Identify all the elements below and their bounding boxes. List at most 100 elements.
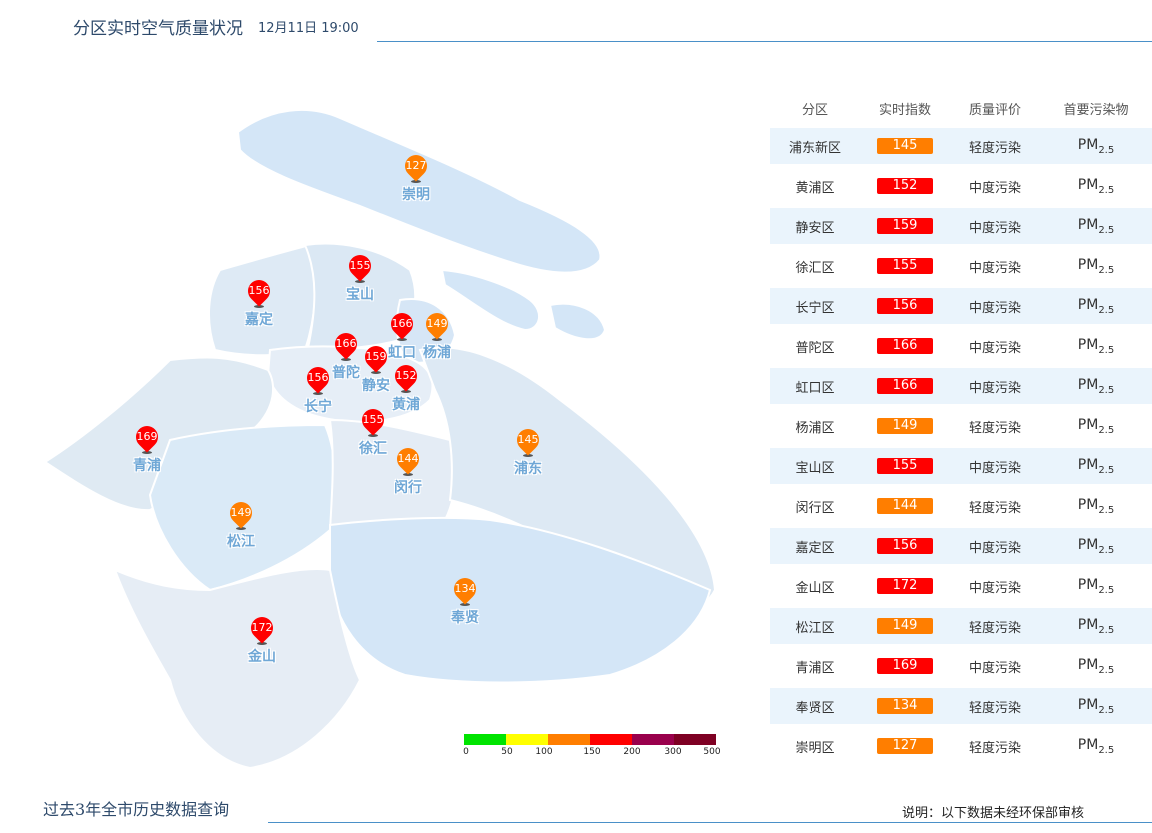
marker-label: 虹口	[388, 345, 416, 361]
table-header: 分区 实时指数 质量评价 首要污染物	[770, 88, 1152, 128]
aqi-badge: 166	[877, 338, 933, 354]
table-row: 松江区 149 轻度污染 PM2.5	[770, 608, 1152, 644]
table-row: 金山区 172 中度污染 PM2.5	[770, 568, 1152, 604]
cell-level: 中度污染	[968, 380, 1021, 396]
marker-label: 崇明	[402, 187, 430, 203]
map-pin-icon: 144	[392, 443, 424, 475]
map-marker[interactable]: 152 黄浦	[383, 360, 429, 414]
map-marker[interactable]: 145 浦东	[505, 424, 551, 478]
map-pin-icon: 145	[512, 424, 544, 456]
cell-pollutant: PM2.5	[1077, 336, 1114, 356]
marker-label: 静安	[362, 378, 390, 394]
cell-pollutant-wrap: PM2.5	[1040, 537, 1152, 556]
col-pollutant: 首要污染物	[1063, 102, 1129, 118]
marker-label: 长宁	[304, 399, 332, 415]
cell-level: 轻度污染	[968, 420, 1021, 436]
marker-label: 嘉定	[245, 312, 273, 328]
map-marker[interactable]: 155 宝山	[337, 250, 383, 304]
map-marker[interactable]: 166 虹口	[379, 308, 425, 362]
cell-district: 嘉定区	[795, 540, 835, 556]
map-marker[interactable]: 144 闵行	[385, 443, 431, 497]
cell-level: 中度污染	[968, 220, 1021, 236]
pollutant-main: PM	[1077, 376, 1099, 393]
aqi-badge: 172	[877, 578, 933, 594]
map-marker[interactable]: 155 徐汇	[350, 404, 396, 458]
region-jinshan	[113, 568, 362, 770]
map-marker[interactable]: 127 崇明	[393, 150, 439, 204]
table-row: 杨浦区 149 轻度污染 PM2.5	[770, 408, 1152, 444]
pollutant-main: PM	[1077, 696, 1099, 713]
table-row: 青浦区 169 中度污染 PM2.5	[770, 648, 1152, 684]
history-link[interactable]: 过去3年全市历史数据查询	[43, 800, 230, 819]
footer-bar	[25, 786, 1152, 823]
map-pin-icon: 134	[449, 573, 481, 605]
pollutant-sub: 2.5	[1098, 504, 1115, 516]
legend-swatch	[590, 734, 632, 745]
marker-label: 奉贤	[451, 610, 479, 626]
pollutant-sub: 2.5	[1098, 184, 1115, 196]
aqi-badge: 155	[877, 458, 933, 474]
marker-value: 149	[230, 506, 252, 519]
cell-aqi-wrap: 166	[860, 338, 950, 354]
marker-label: 宝山	[346, 287, 374, 303]
marker-value: 172	[251, 621, 273, 634]
pollutant-sub: 2.5	[1098, 584, 1115, 596]
table-row: 浦东新区 145 轻度污染 PM2.5	[770, 128, 1152, 164]
cell-pollutant-wrap: PM2.5	[1040, 697, 1152, 716]
cell-level: 轻度污染	[968, 620, 1021, 636]
pollutant-main: PM	[1077, 416, 1099, 433]
cell-aqi-wrap: 156	[860, 538, 950, 554]
cell-pollutant: PM2.5	[1077, 256, 1115, 276]
cell-aqi-wrap: 127	[860, 738, 950, 754]
marker-value: 134	[454, 582, 476, 595]
pollutant-main: PM	[1077, 336, 1099, 353]
map-marker[interactable]: 159 静安	[353, 341, 399, 395]
map-marker[interactable]: 156 嘉定	[236, 275, 282, 329]
marker-label: 金山	[248, 649, 276, 665]
map-marker[interactable]: 172 金山	[239, 612, 285, 666]
cell-pollutant: PM2.5	[1078, 177, 1115, 196]
region-chongming	[236, 108, 602, 274]
cell-pollutant: PM2.5	[1078, 737, 1114, 756]
marker-label: 松江	[227, 534, 255, 550]
cell-pollutant-wrap: PM2.5	[1040, 297, 1152, 316]
map-marker[interactable]: 149 松江	[218, 497, 264, 551]
region-island-2	[548, 302, 607, 341]
cell-aqi-wrap: 166	[860, 378, 950, 394]
cell-pollutant: PM2.5	[1078, 537, 1114, 556]
aqi-badge: 144	[877, 498, 933, 514]
marker-label: 闵行	[394, 480, 422, 496]
map-pin-icon: 172	[246, 612, 278, 644]
map-pin-icon: 155	[357, 404, 389, 436]
map-marker[interactable]: 149 杨浦	[414, 308, 460, 362]
cell-pollutant: PM2.5	[1078, 577, 1115, 596]
cell-pollutant-wrap: PM2.5	[1040, 337, 1152, 356]
cell-aqi-wrap: 134	[860, 698, 950, 714]
pollutant-main: PM	[1077, 256, 1099, 273]
cell-pollutant-wrap: PM2.5	[1040, 577, 1152, 596]
pollutant-main: PM	[1077, 136, 1099, 153]
table-row: 徐汇区 155 中度污染 PM2.5	[770, 248, 1152, 284]
legend-swatch	[464, 734, 506, 745]
pollutant-sub: 2.5	[1098, 264, 1115, 276]
cell-district: 黄浦区	[795, 180, 835, 196]
marker-label: 浦东	[514, 461, 542, 477]
table-row: 黄浦区 152 中度污染 PM2.5	[770, 168, 1152, 204]
marker-label: 杨浦	[423, 345, 451, 361]
cell-level: 轻度污染	[968, 140, 1021, 156]
cell-district: 徐汇区	[795, 260, 835, 276]
cell-aqi-wrap: 172	[860, 578, 950, 594]
cell-level: 中度污染	[968, 180, 1021, 196]
cell-pollutant-wrap: PM2.5	[1040, 737, 1152, 756]
map-marker[interactable]: 166 普陀	[323, 328, 369, 382]
map-pin-icon: 149	[225, 497, 257, 529]
map-marker[interactable]: 134 奉贤	[442, 573, 488, 627]
map-marker[interactable]: 169 青浦	[124, 421, 170, 475]
legend-tick: 100	[535, 747, 553, 757]
pollutant-main: PM	[1077, 296, 1099, 313]
cell-pollutant: PM2.5	[1078, 657, 1114, 676]
map-marker[interactable]: 156 长宁	[295, 362, 341, 416]
map-pin-icon: 155	[344, 250, 376, 282]
cell-pollutant-wrap: PM2.5	[1040, 257, 1152, 276]
region-fengxian	[329, 516, 712, 684]
